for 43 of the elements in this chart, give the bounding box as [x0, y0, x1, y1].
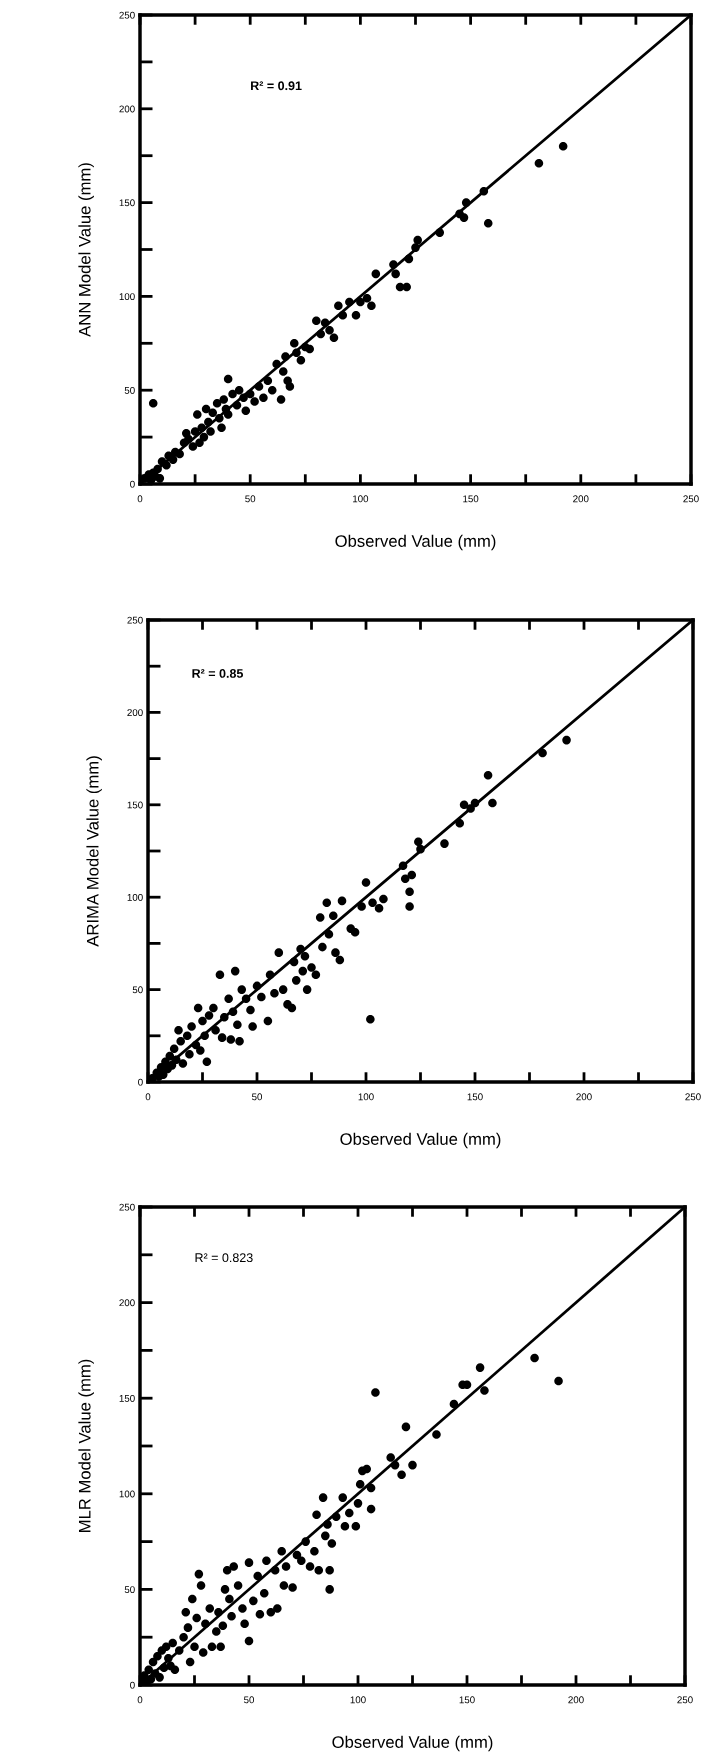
- x-tick-label: 100: [358, 1093, 374, 1101]
- y-tick-label: 200: [127, 709, 143, 717]
- y-tick-label: 0: [130, 480, 135, 488]
- x-axis-title: Observed Value (mm): [340, 1132, 501, 1149]
- x-tick-label: 150: [463, 495, 479, 503]
- y-tick-label: 100: [119, 1490, 135, 1498]
- y-tick-label: 50: [124, 386, 135, 394]
- x-tick-label: 200: [576, 1093, 592, 1101]
- x-axis-title: Observed Value (mm): [335, 534, 496, 551]
- y-tick-label: 250: [119, 1203, 135, 1211]
- annotation: R² = 0.85: [192, 669, 244, 678]
- x-tick-label: 150: [467, 1093, 483, 1101]
- annotation: R² = 0.91: [251, 81, 302, 91]
- y-tick-label: 0: [130, 1681, 135, 1689]
- y-tick-label: 200: [119, 1299, 135, 1307]
- x-tick-label: 100: [353, 495, 369, 503]
- y-tick-label: 0: [138, 1078, 143, 1086]
- x-tick-label: 250: [685, 1093, 701, 1101]
- annotation: R² = 0.823: [195, 1253, 253, 1263]
- x-tick-label: 50: [243, 1696, 255, 1704]
- y-tick-label: 250: [119, 11, 135, 19]
- y-tick-label: 50: [124, 1586, 135, 1594]
- y-tick-label: 100: [119, 293, 135, 301]
- y-axis-title: ARIMA Model Value (mm): [86, 756, 102, 947]
- y-axis-title: ANN Model Value (mm): [78, 163, 94, 337]
- y-tick-label: 150: [119, 199, 135, 207]
- y-tick-label: 50: [132, 986, 143, 994]
- y-tick-label: 150: [119, 1394, 135, 1402]
- y-axis-title: MLR Model Value (mm): [78, 1359, 94, 1532]
- x-tick-label: 50: [245, 495, 256, 503]
- x-tick-label: 250: [677, 1696, 693, 1704]
- x-axis-title: Observed Value (mm): [332, 1735, 493, 1752]
- y-tick-label: 100: [127, 893, 143, 901]
- x-tick-label: 250: [683, 495, 699, 503]
- y-tick-label: 250: [127, 616, 143, 624]
- x-tick-label: 0: [145, 1093, 151, 1101]
- x-tick-label: 200: [568, 1696, 584, 1704]
- x-tick-label: 50: [251, 1093, 263, 1101]
- x-tick-label: 150: [459, 1696, 475, 1704]
- x-tick-label: 100: [350, 1696, 366, 1704]
- y-tick-label: 150: [127, 801, 143, 809]
- x-tick-label: 200: [573, 495, 589, 503]
- y-tick-label: 200: [119, 105, 135, 113]
